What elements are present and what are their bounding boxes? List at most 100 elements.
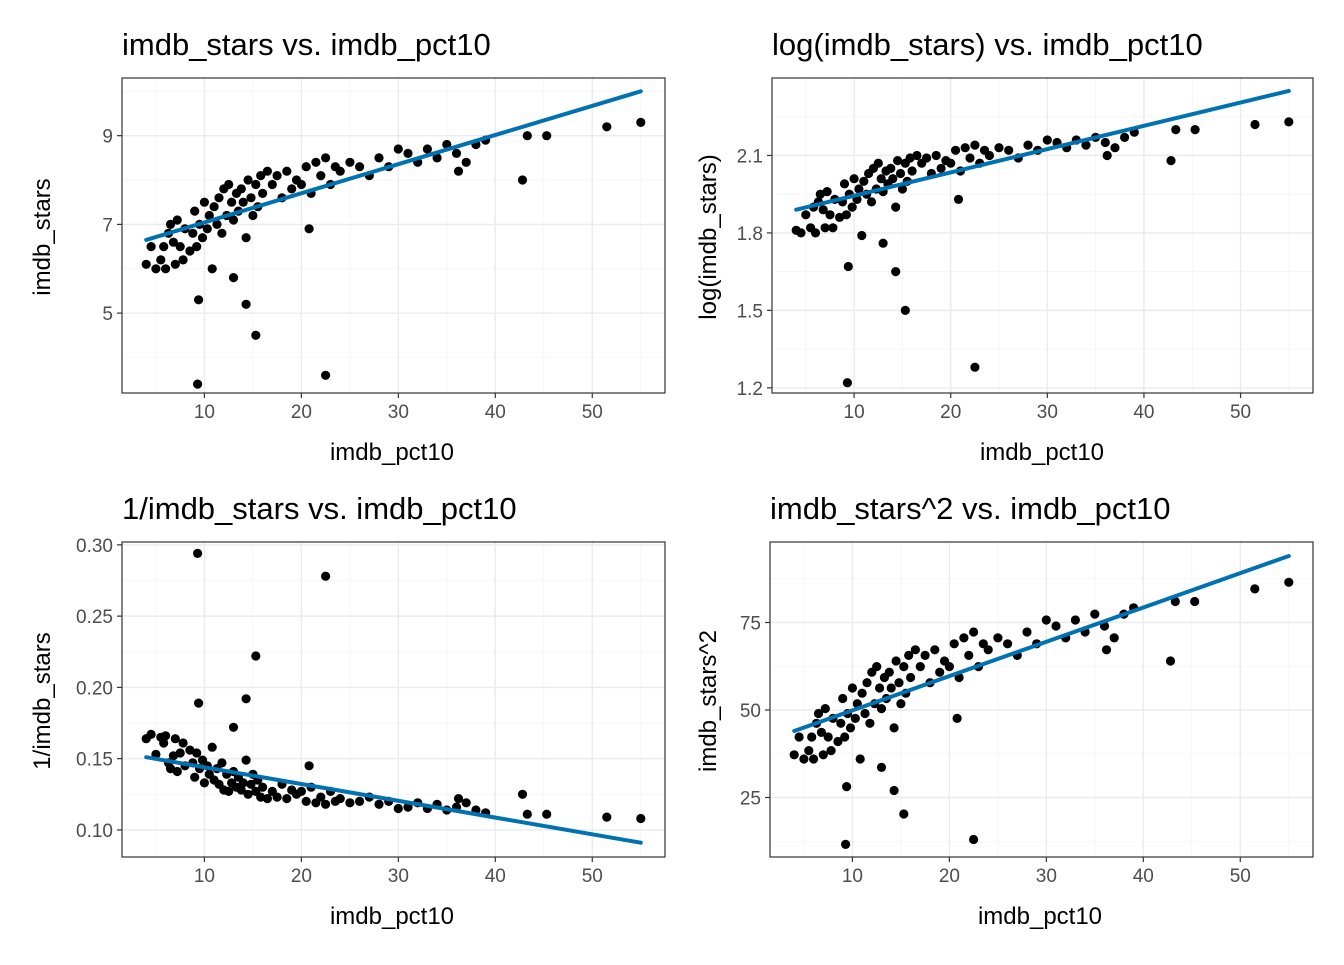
- panel-border: [121, 541, 666, 858]
- panel-title: 1/imdb_stars vs. imdb_pct10: [122, 491, 517, 526]
- data-point: [899, 809, 909, 819]
- data-point: [193, 379, 203, 389]
- data-point: [894, 678, 904, 688]
- data-point: [965, 153, 975, 163]
- data-point: [197, 233, 208, 243]
- data-point: [816, 727, 827, 738]
- panel-log-stars-vs-pct10: log(imdb_stars) vs. imdb_pct10 imdb_pct1…: [695, 27, 1314, 466]
- data-point: [854, 184, 864, 194]
- data-point: [878, 238, 888, 248]
- data-point: [886, 163, 896, 173]
- data-point: [178, 738, 188, 748]
- data-point: [190, 206, 200, 216]
- data-point: [951, 145, 961, 155]
- y-axis: 1.2 1.5 1.8 2.1: [737, 146, 772, 400]
- panel-border: [121, 77, 666, 394]
- data-point: [799, 754, 809, 764]
- x-tick-label: 40: [485, 402, 506, 423]
- y-axis: 5 7 9: [102, 127, 122, 325]
- data-point: [636, 117, 646, 127]
- panel-stars-squared-vs-pct10: imdb_stars^2 vs. imdb_pct10 imdb_pct10 i…: [695, 491, 1314, 930]
- data-point: [889, 785, 899, 796]
- data-point: [964, 650, 974, 661]
- data-point: [876, 762, 887, 773]
- grid: [772, 78, 1313, 393]
- data-point: [866, 197, 877, 207]
- data-point: [839, 179, 850, 189]
- y-tick-label: 0.30: [76, 536, 113, 557]
- data-point: [1042, 135, 1052, 145]
- data-point: [1190, 596, 1200, 607]
- data-point: [602, 812, 612, 822]
- data-point: [251, 330, 261, 340]
- data-point: [891, 656, 901, 666]
- x-tick-label: 10: [842, 866, 863, 887]
- data-point: [165, 219, 176, 229]
- data-point: [1250, 119, 1260, 130]
- data-point: [246, 193, 256, 203]
- data-point: [804, 746, 814, 756]
- y-tick-label: 0.15: [76, 750, 113, 771]
- data-point: [910, 645, 921, 655]
- data-point: [969, 834, 979, 845]
- scatter-points: [141, 548, 646, 824]
- data-point: [301, 162, 311, 172]
- data-point: [893, 156, 903, 166]
- y-axis-label: imdb_stars: [29, 178, 56, 295]
- data-point: [935, 667, 945, 677]
- y-tick-label: 1.5: [737, 301, 763, 322]
- data-point: [287, 184, 297, 194]
- y-axis: 0.10 0.15 0.20 0.25 0.30: [76, 536, 122, 842]
- data-point: [983, 645, 993, 655]
- panel-stars-vs-pct10: imdb_stars vs. imdb_pct10 imdb_pct10 imd…: [29, 27, 666, 466]
- data-point: [818, 205, 828, 215]
- data-point: [1100, 137, 1110, 148]
- data-point: [172, 215, 182, 225]
- data-point: [860, 708, 870, 719]
- x-tick-label: 20: [940, 402, 961, 423]
- data-point: [168, 237, 178, 247]
- data-point: [374, 799, 384, 809]
- x-tick-label: 10: [194, 402, 215, 423]
- data-point: [859, 176, 869, 186]
- data-point: [262, 166, 272, 176]
- data-point: [258, 782, 268, 792]
- data-point: [238, 778, 248, 788]
- data-point: [522, 131, 532, 141]
- data-point: [241, 299, 251, 309]
- data-point: [843, 261, 853, 272]
- data-point: [807, 732, 817, 742]
- data-point: [828, 223, 838, 233]
- data-point: [316, 792, 326, 802]
- data-point: [159, 242, 169, 252]
- data-point: [855, 754, 865, 764]
- grid: [770, 542, 1313, 857]
- scatter-points: [791, 117, 1294, 388]
- grid: [122, 542, 665, 857]
- y-tick-label: 9: [102, 127, 113, 148]
- data-point: [825, 210, 835, 220]
- data-point: [906, 672, 916, 683]
- data-point: [228, 215, 239, 225]
- data-point: [1170, 596, 1180, 607]
- data-point: [321, 370, 331, 380]
- data-point: [959, 633, 969, 643]
- data-point: [185, 246, 195, 256]
- data-point: [311, 157, 321, 167]
- data-point: [900, 305, 910, 315]
- data-point: [321, 571, 331, 581]
- data-point: [847, 683, 858, 693]
- data-point: [1109, 633, 1119, 643]
- data-point: [886, 683, 896, 693]
- data-point: [850, 713, 860, 724]
- data-point: [801, 210, 811, 220]
- data-point: [857, 688, 867, 698]
- data-point: [915, 662, 925, 672]
- data-point: [891, 202, 901, 212]
- data-point: [192, 242, 202, 252]
- data-point: [321, 799, 331, 809]
- fit-line: [144, 89, 643, 242]
- data-point: [1110, 143, 1120, 153]
- data-point: [517, 789, 528, 799]
- data-point: [1250, 584, 1260, 594]
